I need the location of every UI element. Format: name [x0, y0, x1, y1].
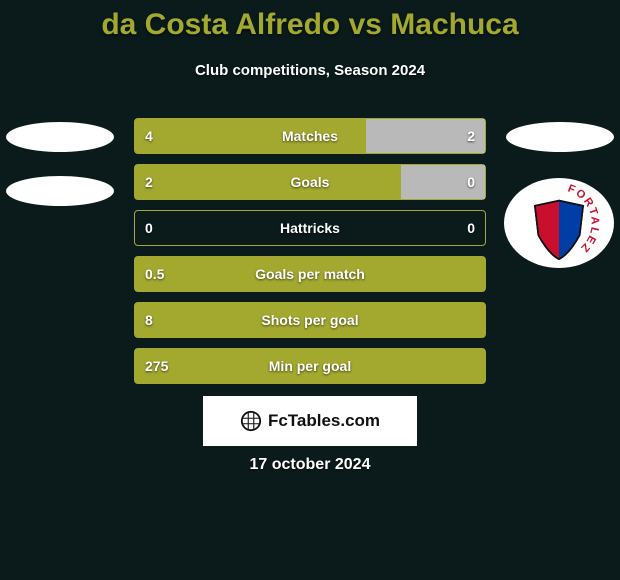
page-subtitle: Club competitions, Season 2024	[0, 62, 620, 79]
stat-bar-row: 0.5Goals per match	[134, 256, 486, 292]
stat-bar-right-value: 0	[467, 211, 475, 245]
footer-logo-text: FcTables.com	[268, 411, 380, 431]
stat-bars: 42Matches20Goals00Hattricks0.5Goals per …	[134, 118, 486, 394]
left-player-badge-1	[6, 122, 114, 152]
stat-bar-row: 275Min per goal	[134, 348, 486, 384]
footer-date: 17 october 2024	[0, 456, 620, 474]
left-player-badge-2	[6, 176, 114, 206]
stat-bar-row: 8Shots per goal	[134, 302, 486, 338]
stat-bar-left-fill	[135, 165, 401, 199]
stat-bar-left-value: 4	[145, 119, 153, 153]
stat-bar-row: 42Matches	[134, 118, 486, 154]
stat-bar-left-fill	[135, 257, 485, 291]
stat-bar-left-value: 0.5	[145, 257, 164, 291]
club-logo-icon: FORTALEZ	[516, 180, 602, 266]
stat-bar-label: Hattricks	[135, 211, 485, 245]
stat-bar-left-value: 275	[145, 349, 168, 383]
stat-bar-row: 0 0Hattricks	[134, 210, 486, 246]
stat-bar-right-value: 2	[467, 119, 475, 153]
stat-bar-left-fill	[135, 303, 485, 337]
footer-logo: FcTables.com	[203, 396, 417, 446]
fctables-icon	[240, 410, 262, 432]
stat-bar-left-fill	[135, 349, 485, 383]
stat-bar-right-value: 0	[467, 165, 475, 199]
stat-bar-row: 20Goals	[134, 164, 486, 200]
right-player-badge	[506, 122, 614, 152]
stat-bar-left-fill	[135, 119, 366, 153]
stat-bar-left-value: 2	[145, 165, 153, 199]
stat-bar-left-value: 8	[145, 303, 153, 337]
right-club-badge: FORTALEZ	[504, 178, 614, 268]
infographic-canvas: da Costa Alfredo vs Machuca Club competi…	[0, 0, 620, 580]
page-title: da Costa Alfredo vs Machuca	[0, 8, 620, 42]
stat-bar-left-value: 0	[145, 211, 153, 245]
